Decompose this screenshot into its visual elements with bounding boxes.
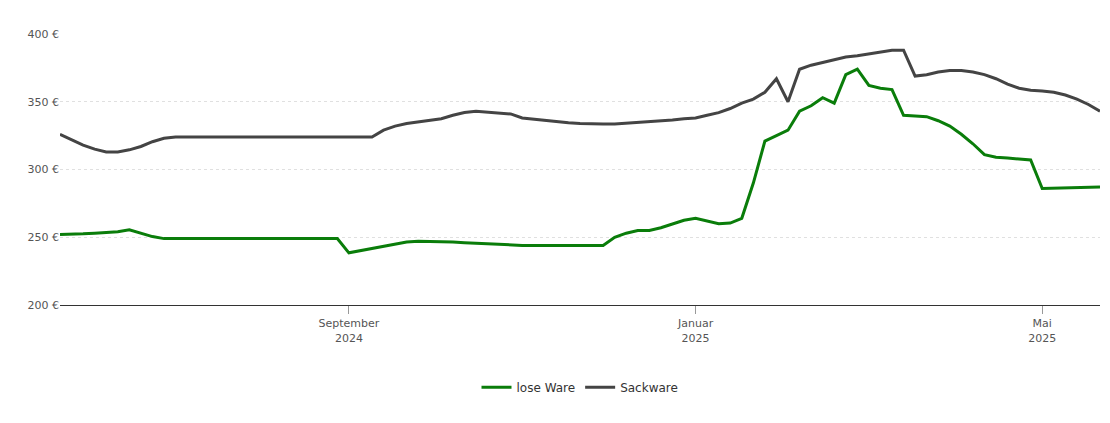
svg-text:Mai2025: Mai2025: [1028, 317, 1056, 344]
svg-text:September2024: September2024: [318, 317, 379, 344]
svg-text:Sackware: Sackware: [620, 381, 678, 395]
svg-text:Januar2025: Januar2025: [677, 317, 714, 344]
svg-text:200 €: 200 €: [28, 299, 60, 312]
svg-text:lose Ware: lose Ware: [517, 381, 576, 395]
svg-text:300 €: 300 €: [28, 163, 60, 176]
svg-text:400 €: 400 €: [28, 28, 60, 41]
svg-text:250 €: 250 €: [28, 231, 60, 244]
svg-text:350 €: 350 €: [28, 96, 60, 109]
